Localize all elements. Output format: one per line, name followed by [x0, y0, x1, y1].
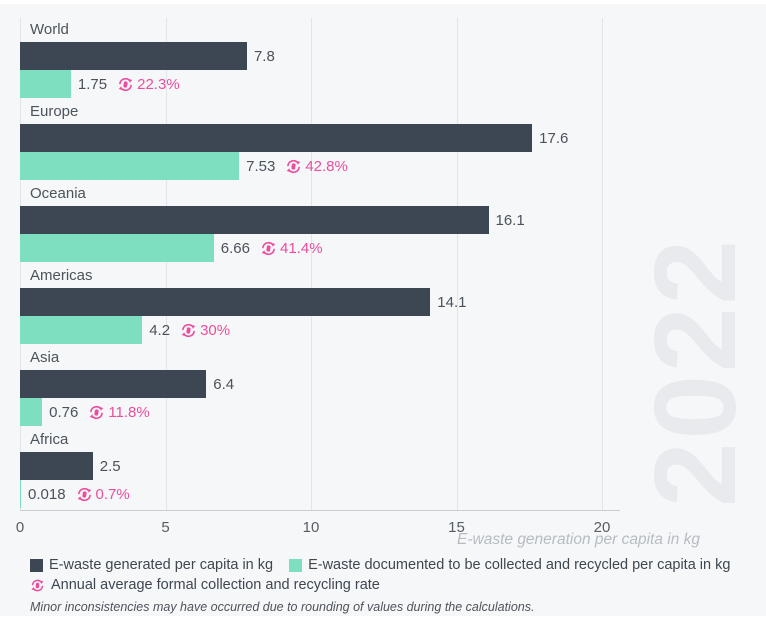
gridline — [602, 18, 603, 510]
gridline — [165, 18, 167, 510]
recycling-rate: 0.7% — [76, 486, 130, 503]
x-tick-label: 10 — [302, 519, 320, 536]
year-watermark: 2022 — [630, 236, 760, 508]
gridline — [311, 18, 312, 510]
recycled-bar — [20, 70, 71, 98]
recycling-rate-value: 0.7% — [95, 485, 130, 503]
generated-value: 7.8 — [253, 47, 275, 65]
region-group: Europe 17.6 7.53 42.8% — [20, 100, 602, 182]
region-label: Africa — [30, 431, 69, 448]
recycled-value: 0.018 — [28, 485, 66, 503]
recycled-bar-row: 0.76 11.8% — [20, 398, 602, 426]
generated-value: 2.5 — [99, 457, 121, 475]
region-label: World — [30, 21, 69, 38]
generated-bar — [20, 206, 489, 234]
recycling-rate-icon — [90, 405, 104, 419]
region-group: Asia 6.4 0.76 11.8% — [20, 346, 602, 428]
recycled-bar-row: 4.2 30% — [20, 316, 602, 344]
generated-bar-row: 6.4 — [20, 370, 602, 398]
legend-recycled-label: E-waste documented to be collected and r… — [308, 557, 731, 573]
generated-value: 16.1 — [495, 211, 525, 229]
region-label: Americas — [30, 267, 93, 284]
recycling-rate-value: 42.8% — [305, 157, 348, 175]
x-tick-label: 5 — [161, 519, 170, 536]
x-tick-label: 20 — [593, 519, 611, 536]
recycled-value: 4.2 — [149, 321, 171, 339]
recycling-rate-value: 30% — [200, 321, 231, 339]
legend-rate-label: Annual average formal collection and rec… — [51, 577, 380, 593]
generated-bar — [20, 452, 93, 480]
recycling-rate: 11.8% — [88, 403, 150, 421]
legend-item-recycled: E-waste documented to be collected and r… — [289, 557, 730, 573]
recycled-value: 6.66 — [220, 239, 250, 257]
region-group: Oceania 16.1 6.66 41.4% — [20, 182, 602, 264]
generated-bar — [20, 288, 431, 316]
gridline — [456, 18, 458, 510]
recycling-rate: 41.4% — [260, 240, 323, 257]
recycled-bar-row: 1.75 22.3% — [20, 70, 602, 98]
footnote: Minor inconsistencies may have occurred … — [30, 600, 535, 614]
recycling-rate-icon — [181, 323, 196, 337]
legend-item-generated: E-waste generated per capita in kg — [30, 557, 273, 573]
recycled-bar-row: 7.53 42.8% — [20, 152, 602, 180]
x-tick-label: 15 — [448, 519, 465, 536]
recycling-rate-value: 22.3% — [137, 75, 180, 93]
generated-value: 14.1 — [437, 293, 467, 311]
recycled-value: 1.75 — [77, 75, 108, 93]
plot-area: 0 5 10 15 20 World 7.8 1.75 22.3% Europe 17.6 7.53… — [16, 18, 620, 536]
generated-bar-row: 2.5 — [20, 452, 602, 480]
recycling-rate-icon — [31, 579, 44, 591]
recycled-bar — [20, 316, 143, 344]
generated-bar-row: 16.1 — [20, 206, 602, 234]
recycled-bar — [20, 398, 43, 426]
x-axis-title: E-waste generation per capita in kg — [457, 531, 700, 548]
region-label: Asia — [30, 349, 60, 366]
recycled-bar — [20, 234, 214, 262]
legend-row-1: E-waste generated per capita in kg E-was… — [30, 555, 730, 575]
recycling-rate-icon — [261, 241, 276, 255]
recycling-rate-icon — [118, 77, 133, 91]
recycled-value: 7.53 — [246, 157, 276, 175]
legend: E-waste generated per capita in kg E-was… — [30, 555, 730, 595]
recycled-bar — [20, 480, 21, 508]
generated-bar-row: 7.8 — [20, 42, 602, 70]
rate-icon-slot — [30, 578, 45, 593]
x-axis-line — [20, 510, 620, 511]
generated-bar — [20, 370, 207, 398]
region-group: World 7.8 1.75 22.3% — [20, 18, 602, 100]
recycled-value: 0.76 — [49, 403, 79, 421]
region-label: Europe — [30, 103, 79, 120]
recycling-rate-icon — [287, 159, 301, 173]
legend-item-rate: Annual average formal collection and rec… — [30, 577, 380, 593]
x-tick-label: 0 — [15, 519, 25, 536]
recycled-bar — [20, 152, 240, 180]
recycling-rate-value: 41.4% — [280, 239, 323, 257]
region-group: Americas 14.1 4.2 30% — [20, 264, 602, 346]
generated-bar — [20, 124, 533, 152]
generated-value: 6.4 — [213, 375, 235, 393]
recycling-rate: 42.8% — [285, 158, 348, 175]
legend-generated-label: E-waste generated per capita in kg — [49, 557, 274, 573]
generated-bar — [20, 42, 247, 70]
recycling-rate: 22.3% — [117, 76, 180, 93]
recycling-rate-value: 11.8% — [108, 403, 150, 421]
generated-bar-row: 14.1 — [20, 288, 602, 316]
recycled-bar-row: 0.018 0.7% — [20, 480, 602, 508]
legend-row-2: Annual average formal collection and rec… — [30, 575, 730, 595]
recycling-rate: 30% — [180, 322, 230, 339]
region-label: Oceania — [30, 185, 86, 202]
generated-bar-row: 17.6 — [20, 124, 602, 152]
recycled-bar-row: 6.66 41.4% — [20, 234, 602, 262]
recycling-rate-icon — [77, 487, 91, 501]
region-group: Africa 2.5 0.018 0.7% — [20, 428, 602, 510]
generated-swatch-icon — [30, 558, 43, 572]
recycled-swatch-icon — [289, 558, 303, 572]
gridline — [20, 18, 21, 510]
ewaste-chart: 0 5 10 15 20 World 7.8 1.75 22.3% Europe 17.6 7.53… — [0, 4, 766, 616]
generated-value: 17.6 — [539, 129, 569, 147]
